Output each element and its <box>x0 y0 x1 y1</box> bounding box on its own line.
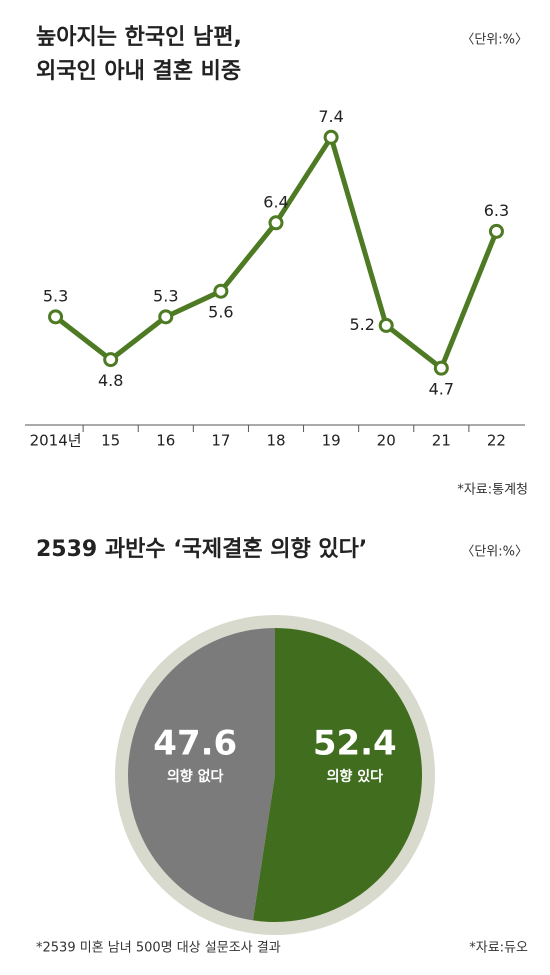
x-tick-label: 17 <box>211 432 230 450</box>
chart-title: 높아지는 한국인 남편, <box>36 25 242 50</box>
value-label: 5.2 <box>349 315 374 334</box>
value-label: 4.7 <box>429 380 454 399</box>
note: *2539 미혼 남녀 500명 대상 설문조사 결과 <box>36 941 281 956</box>
data-point <box>103 352 119 368</box>
value-label: 6.3 <box>484 201 509 220</box>
x-tick-label: 20 <box>377 432 396 450</box>
data-point <box>378 317 394 333</box>
value-label: 6.4 <box>263 192 288 211</box>
value-label: 5.3 <box>43 286 68 305</box>
x-tick-label: 15 <box>101 432 120 450</box>
data-point <box>488 223 504 239</box>
value-label: 5.3 <box>153 286 178 305</box>
x-tick-label: 19 <box>322 432 341 450</box>
source: *자료:통계청 <box>457 483 528 498</box>
value-label: 52.4 <box>313 724 397 764</box>
data-point <box>268 215 284 231</box>
value-label: 4.8 <box>98 371 123 390</box>
unit: 〈단위:%〉 <box>461 545 528 560</box>
data-point <box>323 129 339 145</box>
pie-slice <box>128 628 275 921</box>
value-label: 5.6 <box>208 303 233 322</box>
chart-title: 외국인 아내 결혼 비중 <box>36 59 241 84</box>
value-label: 47.6 <box>153 724 237 764</box>
pie-slice <box>252 628 422 922</box>
x-tick-label: 18 <box>266 432 285 450</box>
data-point <box>158 309 174 325</box>
value-label: 7.4 <box>318 107 343 126</box>
unit: 〈단위:%〉 <box>461 33 528 48</box>
data-point <box>213 283 229 299</box>
category-label: 의향 없다 <box>167 768 224 785</box>
chart-title: 2539 과반수 ‘국제결혼 의향 있다’ <box>36 537 367 562</box>
x-tick-label: 16 <box>156 432 175 450</box>
category-label: 의향 있다 <box>327 768 384 785</box>
data-point <box>433 360 449 376</box>
x-tick-label: 22 <box>487 432 506 450</box>
source: *자료:듀오 <box>469 941 528 956</box>
x-tick-label: 21 <box>432 432 451 450</box>
data-point <box>48 309 64 325</box>
x-tick-label: 2014년 <box>30 432 82 450</box>
